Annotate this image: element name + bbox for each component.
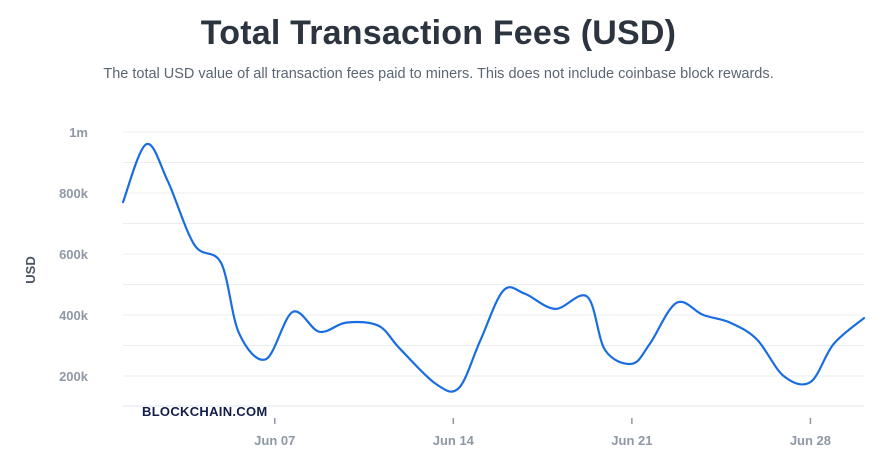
- y-tick-label: 800k: [59, 186, 89, 201]
- grid-lines: [123, 131, 864, 377]
- y-tick-label: 400k: [59, 308, 89, 323]
- series-line: [121, 142, 866, 393]
- x-tick-label: Jun 14: [433, 433, 475, 448]
- y-tick-label: 200k: [59, 369, 89, 384]
- y-axis-ticks: 1m 800k 600k 400k 200k: [59, 125, 89, 384]
- series-group: [121, 142, 866, 393]
- x-tick-label: Jun 28: [790, 433, 831, 448]
- x-axis-ticks: Jun 07 Jun 14 Jun 21 Jun 28: [123, 405, 864, 448]
- chart-subtitle: The total USD value of all transaction f…: [103, 66, 774, 82]
- y-tick-label: 1m: [69, 125, 88, 140]
- y-tick-label: 600k: [59, 247, 89, 262]
- x-tick-label: Jun 21: [611, 433, 652, 448]
- chart-title: Total Transaction Fees (USD): [200, 14, 677, 52]
- blockchain-watermark: BLOCKCHAIN.COM: [142, 404, 268, 419]
- x-tick-label: Jun 07: [254, 433, 295, 448]
- y-axis-label: USD: [23, 256, 38, 283]
